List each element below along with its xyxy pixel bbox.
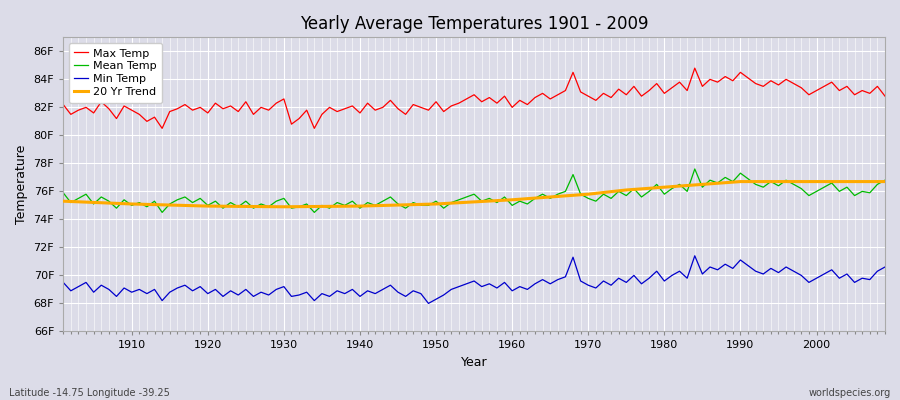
20 Yr Trend [606, 189, 616, 194]
Mean Temp [293, 204, 304, 209]
Max Temp [339, 106, 350, 111]
Mean Temp [879, 178, 890, 182]
Min Temp [689, 253, 700, 258]
Max Temp [606, 95, 616, 100]
Line: Max Temp: Max Temp [63, 68, 885, 128]
20 Yr Trend [58, 199, 68, 204]
20 Yr Trend [879, 179, 890, 184]
Max Temp [293, 116, 304, 121]
Min Temp [58, 280, 68, 285]
Mean Temp [58, 190, 68, 195]
Min Temp [286, 294, 297, 299]
Mean Temp [119, 197, 130, 202]
Max Temp [58, 102, 68, 107]
Min Temp [879, 264, 890, 269]
Max Temp [689, 66, 700, 70]
20 Yr Trend [735, 179, 746, 184]
Min Temp [332, 288, 343, 293]
Max Temp [119, 104, 130, 108]
Min Temp [606, 283, 616, 288]
Text: worldspecies.org: worldspecies.org [809, 388, 891, 398]
20 Yr Trend [293, 204, 304, 209]
Max Temp [515, 98, 526, 103]
Min Temp [515, 284, 526, 289]
Min Temp [119, 286, 130, 290]
Min Temp [423, 301, 434, 306]
Y-axis label: Temperature: Temperature [15, 145, 28, 224]
Text: Latitude -14.75 Longitude -39.25: Latitude -14.75 Longitude -39.25 [9, 388, 170, 398]
Mean Temp [507, 203, 517, 208]
Line: Min Temp: Min Temp [63, 256, 885, 304]
20 Yr Trend [515, 197, 526, 202]
Line: Mean Temp: Mean Temp [63, 169, 885, 212]
20 Yr Trend [339, 204, 350, 209]
Max Temp [507, 105, 517, 110]
Title: Yearly Average Temperatures 1901 - 2009: Yearly Average Temperatures 1901 - 2009 [300, 15, 648, 33]
X-axis label: Year: Year [461, 356, 488, 369]
Mean Temp [606, 196, 616, 201]
Legend: Max Temp, Mean Temp, Min Temp, 20 Yr Trend: Max Temp, Mean Temp, Min Temp, 20 Yr Tre… [68, 43, 162, 103]
20 Yr Trend [507, 197, 517, 202]
Min Temp [507, 288, 517, 293]
Mean Temp [157, 210, 167, 215]
20 Yr Trend [119, 201, 130, 206]
Mean Temp [339, 203, 350, 208]
Max Temp [157, 126, 167, 131]
Mean Temp [689, 166, 700, 171]
Max Temp [879, 94, 890, 98]
Mean Temp [515, 199, 526, 204]
Line: 20 Yr Trend: 20 Yr Trend [63, 182, 885, 207]
20 Yr Trend [278, 204, 289, 209]
